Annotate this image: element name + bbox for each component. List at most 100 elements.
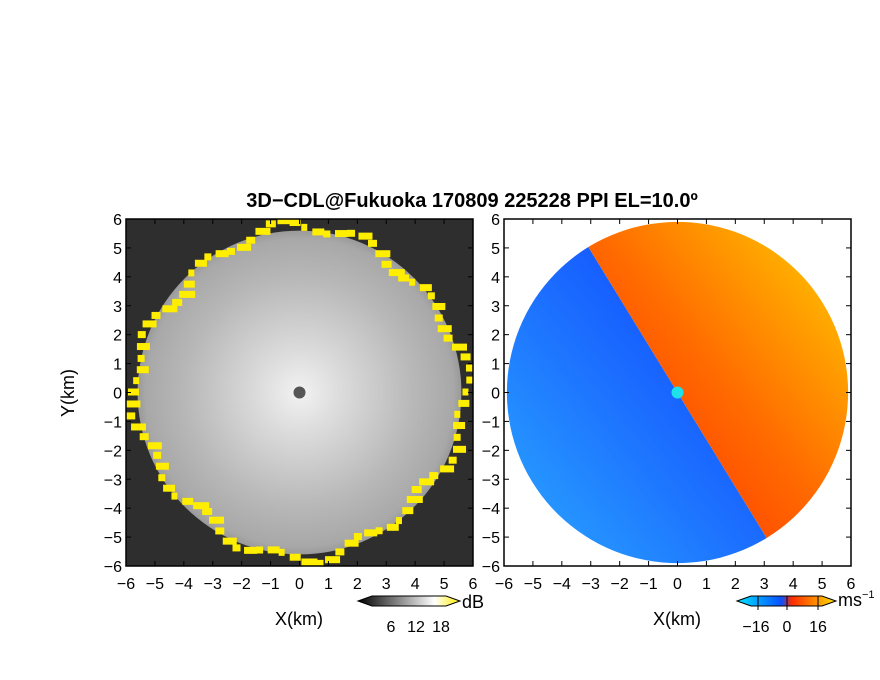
velocity-colorbar: ms−1 −16 0 16 [735, 589, 875, 636]
snr-edge-blob [313, 559, 324, 566]
x-tick-label: 3 [760, 576, 769, 593]
x-tick-label: 5 [440, 576, 449, 593]
x-tick-label: −3 [582, 576, 600, 593]
x-tick-label: −4 [553, 576, 571, 593]
snr-edge-blob [353, 532, 362, 540]
snr-colorbar: dB 6 12 18 [356, 592, 484, 636]
snr-edge-blob [402, 507, 414, 515]
x-tick-label: 2 [731, 576, 740, 593]
snr-edge-blob [232, 544, 241, 552]
snr-colorbar-unit: dB [462, 592, 484, 612]
y-tick-label: 2 [491, 328, 500, 345]
snr-edge-blob [398, 274, 410, 282]
snr-edge-blob [466, 376, 473, 384]
snr-edge-blob [137, 331, 146, 339]
y-tick-label: 4 [113, 270, 122, 287]
snr-edge-blob [409, 278, 416, 286]
snr-edge-blob [323, 230, 331, 238]
y-tick-label: 5 [491, 241, 500, 258]
snr-edge-blob [246, 236, 256, 244]
snr-edge-blob [465, 364, 473, 372]
snr-edge-blob [222, 537, 237, 545]
snr-panel: −6 −5 −4 −3 −2 −1 0 1 2 3 4 5 6 −6 −5 −4 −3 −2 −1 0 1 2 3 4 5 6 X… [58, 212, 478, 629]
snr-edge-blob [347, 229, 356, 237]
velocity-approaching-region [506, 247, 767, 564]
snr-edge-blob [419, 478, 435, 486]
y-tick-label: −6 [482, 559, 500, 576]
x-tick-label: −2 [233, 576, 251, 593]
snr-edge-blob [153, 451, 162, 459]
y-tick-label: 0 [113, 386, 122, 403]
snr-edge-blob [193, 502, 210, 510]
velocity-axis-ticks: −6 −5 −4 −3 −2 −1 0 1 2 3 4 5 6 −6 −5 −4 −3 −2 −1 0 1 2 3 4 5 6 [482, 212, 856, 593]
y-tick-label: 4 [491, 270, 500, 287]
x-tick-label: 1 [324, 576, 333, 593]
y-tick-label: 0 [491, 386, 500, 403]
y-tick-label: 1 [491, 357, 500, 374]
y-tick-label: −1 [482, 414, 500, 431]
snr-edge-blob [158, 474, 166, 482]
x-tick-label: 0 [295, 576, 304, 593]
snr-edge-blob [204, 253, 212, 261]
snr-edge-blob [358, 232, 373, 240]
snr-edge-blob [226, 247, 235, 255]
snr-edge-blob [172, 298, 183, 306]
y-tick-label: −5 [104, 530, 122, 547]
snr-edge-blob [256, 546, 264, 554]
y-tick-label: −4 [104, 501, 122, 518]
velocity-xlabel: X(km) [653, 609, 701, 629]
velocity-colorbar-unit-exponent: −1 [862, 589, 875, 601]
snr-edge-blob [183, 280, 195, 288]
snr-edge-blob [395, 517, 402, 525]
snr-edge-blob [458, 399, 470, 407]
velocity-colorbar-tick: 16 [809, 619, 827, 636]
snr-colorbar-tick: 18 [432, 619, 450, 636]
snr-edge-blob [381, 260, 392, 268]
snr-edge-blob [375, 250, 391, 258]
x-tick-label: 4 [789, 576, 798, 593]
x-tick-label: −5 [146, 576, 164, 593]
y-tick-label: −5 [482, 530, 500, 547]
snr-edge-blob [237, 243, 252, 251]
x-tick-label: 6 [469, 576, 478, 593]
snr-edge-blob [179, 290, 196, 298]
snr-edge-blob [453, 445, 467, 453]
y-tick-label: 5 [113, 241, 122, 258]
snr-edge-blob [126, 412, 136, 420]
radar-site-marker [293, 386, 306, 399]
snr-edge-blob [325, 556, 341, 564]
velocity-colorbar-tick: 0 [783, 619, 792, 636]
snr-edge-blob [335, 230, 349, 238]
y-tick-label: −1 [104, 414, 122, 431]
y-tick-label: −4 [482, 501, 500, 518]
x-tick-label: 1 [702, 576, 711, 593]
snr-edge-blob [462, 388, 469, 396]
snr-edge-blob [411, 486, 422, 494]
snr-edge-blob [289, 219, 301, 227]
snr-edge-blob [289, 553, 301, 561]
snr-edge-blob [448, 456, 457, 464]
velocity-colorbar-unit: ms−1 [838, 589, 875, 610]
snr-edge-blob [452, 343, 468, 351]
snr-edge-blob [364, 529, 378, 537]
x-tick-label: −6 [495, 576, 513, 593]
x-tick-label: −5 [524, 576, 542, 593]
snr-edge-blob [460, 353, 471, 361]
snr-edge-blob [131, 423, 147, 431]
x-tick-label: 5 [818, 576, 827, 593]
y-tick-label: 2 [113, 328, 122, 345]
snr-edge-blob [453, 433, 461, 441]
snr-edge-blob [427, 292, 435, 300]
snr-edge-blob [136, 366, 149, 374]
snr-edge-blob [215, 527, 225, 535]
snr-edge-blob [147, 442, 162, 450]
velocity-receding-area [588, 221, 849, 538]
x-tick-label: −1 [639, 576, 657, 593]
chart-title: 3D−CDL@Fukuoka 170809 225228 PPI EL=10.0… [246, 190, 698, 212]
snr-edge-blob [126, 400, 141, 408]
snr-edge-blob [312, 228, 325, 236]
y-tick-label: −2 [104, 443, 122, 460]
snr-axis-ticks: −6 −5 −4 −3 −2 −1 0 1 2 3 4 5 6 −6 −5 −4 −3 −2 −1 0 1 2 3 4 5 6 [104, 212, 478, 593]
snr-edge-blob [429, 472, 439, 480]
